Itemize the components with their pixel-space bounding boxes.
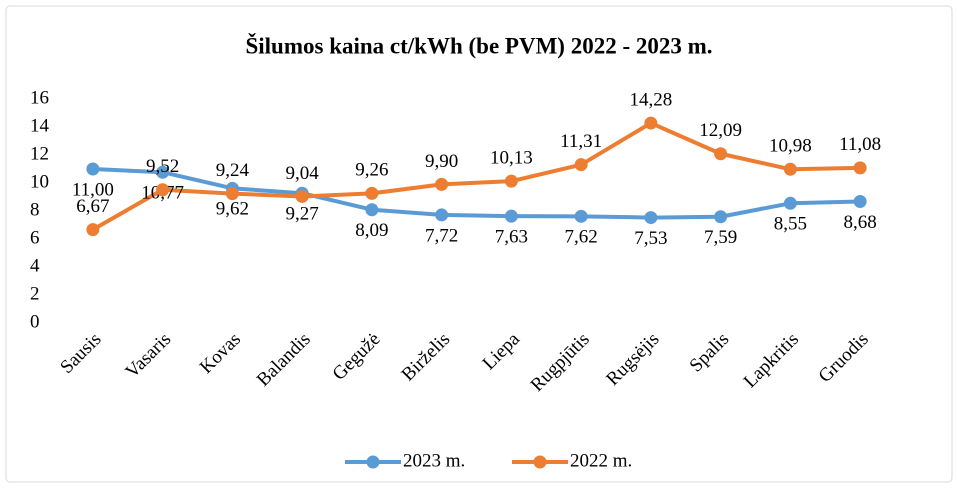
data-label: 14,28 — [630, 89, 673, 110]
legend-marker — [366, 455, 380, 469]
data-point — [574, 209, 588, 223]
y-tick-label: 10 — [30, 171, 49, 192]
data-point — [365, 186, 379, 200]
data-point — [853, 194, 867, 208]
data-point — [504, 174, 518, 188]
data-label: 10,13 — [490, 148, 533, 169]
data-point — [574, 158, 588, 172]
y-tick-label: 0 — [30, 311, 40, 332]
data-point — [435, 177, 449, 191]
data-label: 9,24 — [216, 160, 250, 181]
data-label: 8,68 — [844, 212, 877, 233]
data-point — [295, 189, 309, 203]
data-label: 9,52 — [146, 156, 179, 177]
data-label: 7,53 — [634, 228, 667, 249]
data-point — [365, 203, 379, 217]
data-label: 8,55 — [774, 214, 807, 235]
y-tick-label: 4 — [30, 255, 40, 276]
y-tick-label: 12 — [30, 143, 49, 164]
data-label: 8,09 — [355, 220, 388, 241]
y-tick-label: 6 — [30, 227, 40, 248]
legend-label: 2023 m. — [403, 450, 465, 471]
y-tick-label: 8 — [30, 199, 40, 220]
data-point — [156, 183, 170, 197]
data-point — [853, 161, 867, 175]
series-line — [91, 121, 861, 232]
y-tick-label: 2 — [30, 283, 40, 304]
series-line — [92, 167, 861, 220]
chart-frame — [5, 5, 953, 483]
data-label: 9,62 — [216, 199, 249, 220]
data-label: 9,90 — [425, 151, 458, 172]
data-label: 12,09 — [699, 120, 742, 141]
data-label: 9,26 — [355, 160, 388, 181]
data-label: 9,04 — [286, 163, 320, 184]
data-point — [714, 147, 728, 161]
data-point — [644, 116, 658, 130]
data-label: 7,62 — [565, 227, 598, 248]
data-label: 9,27 — [286, 204, 319, 225]
data-point — [783, 196, 797, 210]
legend-label: 2022 m. — [570, 450, 632, 471]
data-point — [644, 211, 658, 225]
data-label: 11,08 — [839, 134, 881, 155]
data-point — [504, 209, 518, 223]
data-point — [86, 223, 100, 237]
data-label: 10,98 — [769, 136, 812, 157]
legend-marker — [533, 455, 547, 469]
data-point — [435, 208, 449, 222]
data-label: 11,00 — [72, 179, 114, 200]
data-label: 7,59 — [704, 227, 737, 248]
data-point — [783, 162, 797, 176]
data-label: 11,31 — [560, 131, 602, 152]
data-point — [225, 187, 239, 201]
data-point — [86, 162, 100, 176]
data-label: 6,67 — [76, 196, 109, 217]
data-point — [156, 165, 170, 179]
chart-title: Šilumos kaina ct/kWh (be PVM) 2022 - 202… — [245, 32, 712, 58]
y-tick-label: 16 — [30, 87, 49, 108]
data-label: 7,72 — [425, 225, 458, 246]
data-point — [714, 210, 728, 224]
y-tick-label: 14 — [30, 115, 50, 136]
data-label: 7,63 — [495, 227, 528, 248]
